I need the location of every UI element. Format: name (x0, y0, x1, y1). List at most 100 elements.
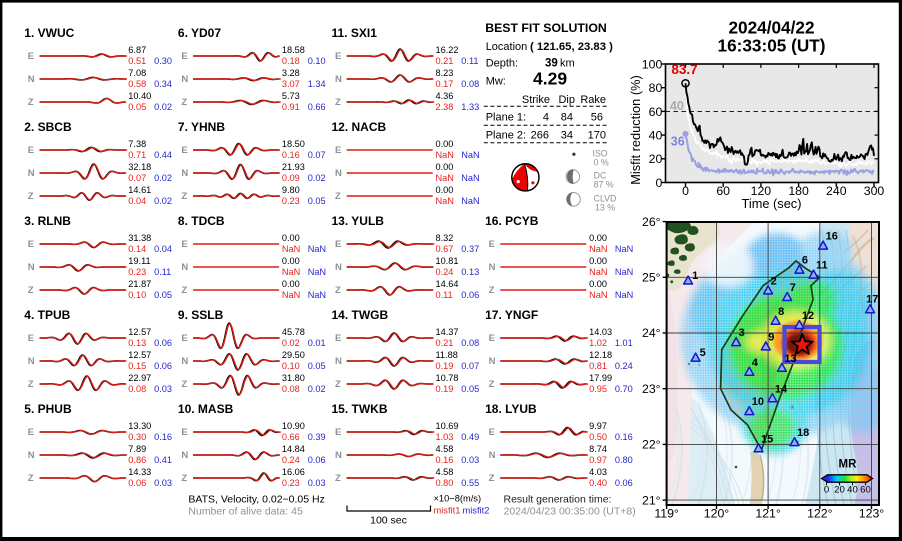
svg-text:0.08: 0.08 (461, 79, 479, 89)
svg-text:14.37: 14.37 (436, 327, 459, 337)
svg-text:0.02: 0.02 (308, 173, 326, 183)
svg-text:0.00: 0.00 (282, 279, 300, 289)
svg-text:0.66: 0.66 (282, 432, 300, 442)
svg-text:Z: Z (335, 97, 341, 108)
svg-text:17: 17 (866, 293, 878, 305)
svg-text:15: 15 (761, 433, 773, 445)
svg-text:Result generation time:: Result generation time: (504, 494, 612, 506)
svg-text:23°: 23° (642, 382, 661, 396)
svg-text:10.81: 10.81 (436, 256, 459, 266)
svg-text:E: E (28, 239, 34, 250)
svg-text:NaN: NaN (436, 196, 454, 206)
svg-text:0.21: 0.21 (436, 338, 454, 348)
svg-text:0.06: 0.06 (128, 478, 146, 488)
svg-text:0.23: 0.23 (282, 478, 300, 488)
svg-text:Z: Z (489, 285, 495, 296)
svg-text:4: 4 (752, 357, 759, 369)
svg-text:NaN: NaN (436, 150, 454, 160)
svg-text:0.00: 0.00 (282, 233, 300, 243)
svg-text:Z: Z (28, 379, 34, 390)
svg-text:0.24: 0.24 (615, 361, 633, 371)
svg-text:0.19: 0.19 (436, 384, 454, 394)
svg-text:8: 8 (778, 306, 784, 318)
svg-text:0.00: 0.00 (589, 256, 607, 266)
svg-text:14: 14 (775, 383, 788, 395)
svg-text:NaN: NaN (615, 244, 633, 254)
svg-text:16:33:05 (UT): 16:33:05 (UT) (718, 35, 826, 55)
svg-text:E: E (489, 333, 495, 344)
svg-text:14.03: 14.03 (589, 327, 612, 337)
svg-text:266: 266 (531, 130, 549, 142)
svg-text:0.10: 0.10 (282, 361, 300, 371)
svg-text:NaN: NaN (615, 267, 633, 277)
svg-text:0.80: 0.80 (615, 455, 633, 465)
svg-text:0.86: 0.86 (128, 455, 146, 465)
svg-text:1. VWUC: 1. VWUC (24, 26, 74, 40)
svg-text:4.58: 4.58 (436, 467, 454, 477)
svg-text:E: E (28, 427, 34, 438)
svg-text:25°: 25° (642, 271, 661, 285)
svg-text:0.08: 0.08 (461, 338, 479, 348)
svg-text:E: E (335, 145, 341, 156)
svg-text:( 121.65, 23.83 ): ( 121.65, 23.83 ) (530, 41, 613, 53)
svg-text:NaN: NaN (461, 150, 479, 160)
svg-text:6. YD07: 6. YD07 (178, 26, 221, 40)
svg-text:NaN: NaN (282, 290, 300, 300)
svg-text:7: 7 (790, 282, 796, 294)
svg-text:E: E (181, 427, 187, 438)
svg-text:0.02: 0.02 (282, 338, 300, 348)
svg-text:18.58: 18.58 (282, 45, 305, 55)
svg-text:0.02: 0.02 (154, 102, 172, 112)
svg-text:16. PCYB: 16. PCYB (485, 214, 539, 228)
svg-text:0.07: 0.07 (308, 150, 326, 160)
svg-text:NaN: NaN (308, 244, 326, 254)
svg-text:N: N (181, 168, 188, 179)
svg-text:0.07: 0.07 (128, 173, 146, 183)
svg-text:20: 20 (834, 485, 845, 496)
svg-text:0.49: 0.49 (461, 432, 479, 442)
svg-text:14.61: 14.61 (128, 185, 151, 195)
svg-text:0.03: 0.03 (461, 455, 479, 465)
svg-text:17. YNGF: 17. YNGF (485, 308, 538, 322)
svg-text:0.30: 0.30 (128, 432, 146, 442)
svg-text:0.67: 0.67 (436, 244, 454, 254)
svg-text:N: N (335, 74, 342, 85)
svg-text:0.10: 0.10 (128, 290, 146, 300)
svg-text:5. PHUB: 5. PHUB (24, 402, 72, 416)
svg-text:0.03: 0.03 (308, 478, 326, 488)
svg-text:N: N (335, 262, 342, 273)
svg-text:Z: Z (181, 285, 187, 296)
svg-text:36: 36 (671, 135, 685, 149)
svg-text:E: E (489, 239, 495, 250)
svg-text:0.50: 0.50 (589, 432, 607, 442)
svg-text:NaN: NaN (436, 173, 454, 183)
svg-text:10. MASB: 10. MASB (178, 402, 234, 416)
svg-text:N: N (28, 356, 35, 367)
svg-text:0.06: 0.06 (615, 478, 633, 488)
svg-text:E: E (181, 145, 187, 156)
svg-text:31.38: 31.38 (128, 233, 151, 243)
svg-text:km: km (560, 58, 575, 70)
svg-text:Strike: Strike (522, 94, 550, 106)
svg-text:0: 0 (824, 485, 829, 496)
svg-text:21°: 21° (642, 493, 661, 507)
svg-text:3.07: 3.07 (282, 79, 300, 89)
svg-text:122°: 122° (807, 507, 833, 521)
svg-text:0.95: 0.95 (589, 384, 607, 394)
svg-text:0.07: 0.07 (461, 361, 479, 371)
svg-text:E: E (181, 51, 187, 62)
svg-text:84: 84 (561, 112, 573, 124)
svg-text:18. LYUB: 18. LYUB (485, 402, 537, 416)
svg-text:1.34: 1.34 (308, 79, 326, 89)
svg-text:34: 34 (561, 130, 573, 142)
svg-text:0.34: 0.34 (154, 79, 172, 89)
svg-text:×10−8(m/s): ×10−8(m/s) (434, 494, 482, 504)
svg-text:9.80: 9.80 (282, 185, 300, 195)
svg-text:40: 40 (847, 485, 858, 496)
svg-text:39: 39 (545, 58, 558, 70)
svg-text:NaN: NaN (461, 173, 479, 183)
svg-text:BATS, Velocity, 0.02−0.05 Hz: BATS, Velocity, 0.02−0.05 Hz (188, 494, 324, 506)
svg-text:N: N (489, 262, 496, 273)
svg-text:80: 80 (649, 81, 663, 95)
svg-text:0.71: 0.71 (128, 150, 146, 160)
